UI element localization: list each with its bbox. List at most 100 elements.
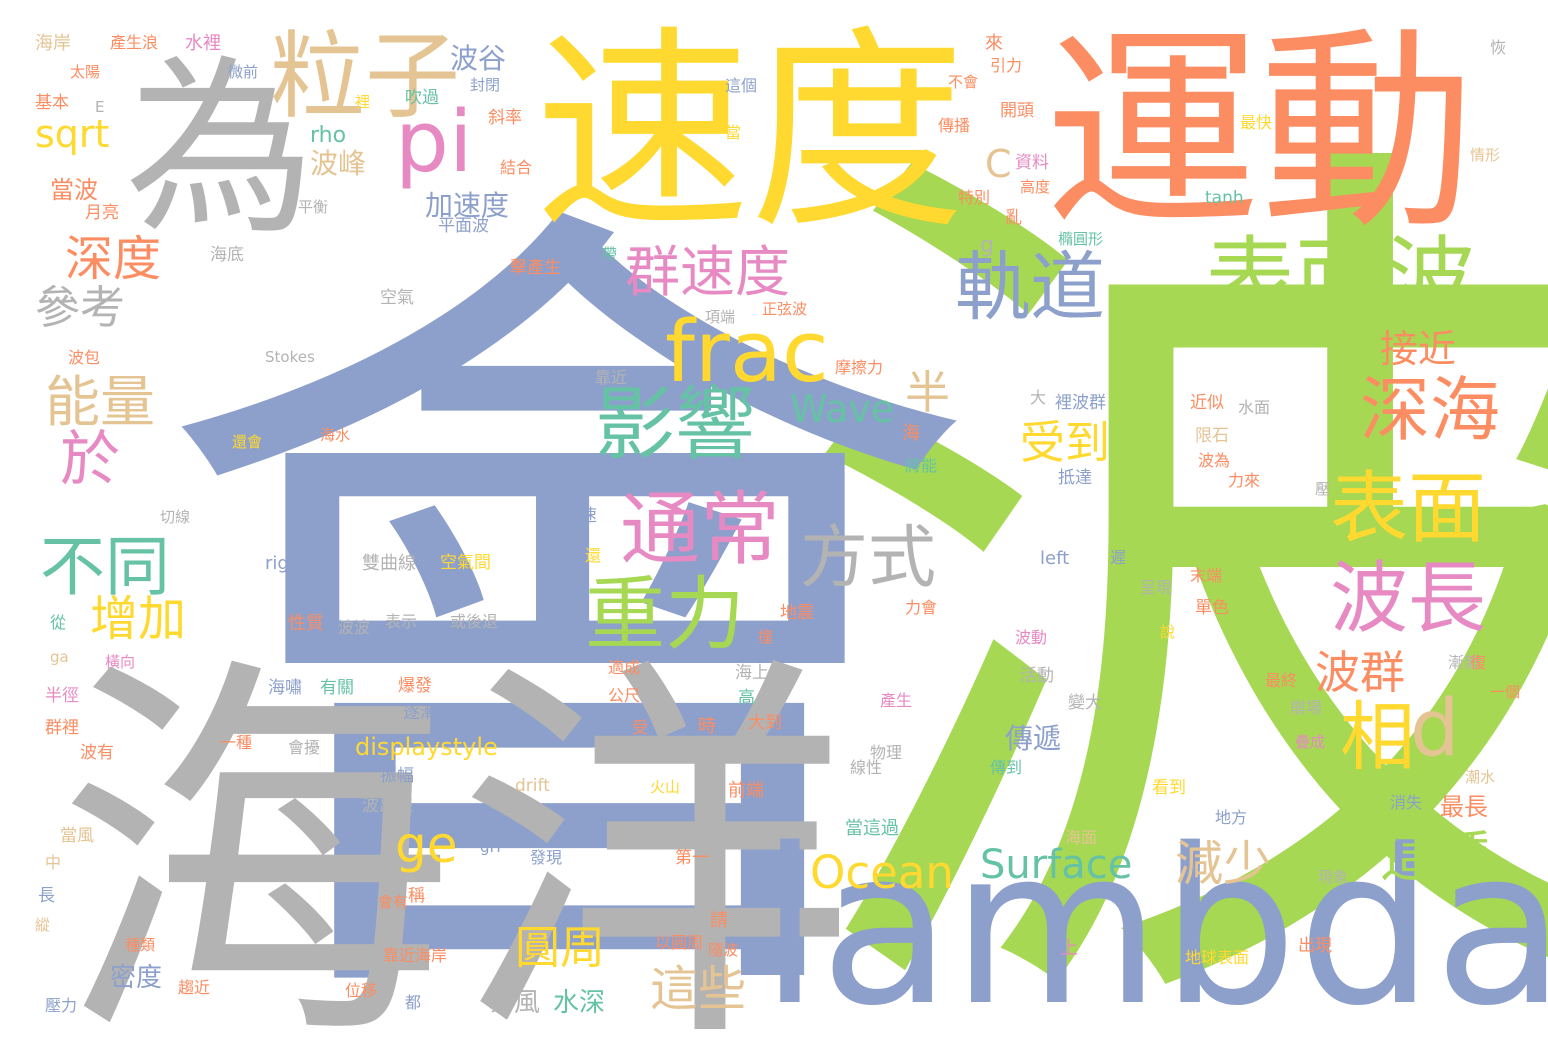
cloud-word-small-110: 火山 [650,778,681,796]
cloud-word-small-89: 海嘯 [268,678,302,698]
cloud-word-small-81: 爆發 [398,676,432,696]
cloud-word-small-100: 會擾 [288,738,321,757]
cloud-word-52: 最長 [1440,793,1488,821]
cloud-word-3: 速度 [535,7,965,258]
cloud-word-small-128: 以圓周 [655,933,704,952]
cloud-word-small-27: tanh [1205,188,1244,208]
cloud-word-small-22: 情形 [1470,146,1501,164]
cloud-word-33: 這種 [1380,825,1491,889]
cloud-word-small-92: 變大 [1068,693,1102,713]
cloud-word-small-8: 基本 [35,93,69,113]
cloud-word-29: 受到 [1020,416,1111,469]
cloud-word-small-120: 第一 [675,848,709,868]
cloud-word-small-136: 上 [1060,938,1078,959]
cloud-word-small-52: 抵達 [1058,468,1092,488]
cloud-word-small-42: 大 [1030,388,1047,407]
cloud-word-small-67: 末端 [1190,566,1223,585]
cloud-word-small-122: 會有 [378,893,409,911]
cloud-word-small-95: 大到 [748,713,782,733]
cloud-word-small-72: ga [50,648,69,666]
cloud-word-47: displaystyle [355,733,498,761]
cloud-word-small-60: 空氣間 [440,553,491,573]
cloud-word-small-85: 高 [738,688,755,708]
cloud-word-28: sqrt [35,112,110,156]
cloud-word-small-26: 平衡 [298,198,329,216]
cloud-word-small-123: 稱 [408,886,425,906]
cloud-word-small-9: E [95,98,105,116]
cloud-word-small-39: 摩擦力 [835,358,884,377]
cloud-word-small-124: 請 [710,910,728,931]
cloud-word-small-5: 太陽 [70,63,101,81]
cloud-word-small-14: 這個 [725,76,758,95]
cloud-word-42: 波峰 [310,147,367,180]
cloud-word-small-21: 資料 [1015,153,1049,173]
cloud-word-small-54: 波速 [563,506,597,526]
cloud-word-49: 暴風 [488,988,541,1018]
cloud-word-10: frac [665,303,829,402]
cloud-word-small-126: 縱 [35,916,51,934]
cloud-word-small-28: 平面波 [438,216,489,236]
cloud-word-small-138: 都 [405,993,422,1012]
cloud-word-small-116: gH [480,838,501,856]
cloud-word-37: 波群 [1315,646,1406,699]
cloud-word-small-96: 時 [698,716,716,737]
cloud-word-17: 波長 [1330,554,1487,644]
cloud-word-25: 增加 [90,591,187,647]
cloud-word-small-103: 傳到 [990,758,1023,777]
cloud-word-small-114: 中 [45,853,62,872]
cloud-word-small-84: 公尺 [608,686,641,705]
cloud-word-21: 相 [1340,693,1416,781]
cloud-word-small-127: 種類 [125,936,156,954]
cloud-word-small-47: 海 [902,423,920,444]
cloud-word-small-90: 逐漸 [403,703,437,723]
cloud-word-small-45: 海水 [320,426,351,444]
cloud-word-small-11: 封閉 [470,76,501,94]
cloud-word-6: 為 [125,39,316,260]
cloud-word-small-51: 波為 [1198,451,1231,470]
cloud-word-small-29: 亂 [1005,208,1022,228]
cloud-word-small-43: 裡波群 [1055,393,1106,413]
cloud-word-23: 於 [60,425,120,495]
cloud-word-small-53: 力來 [1228,471,1261,490]
cloud-word-small-25: 高度 [1020,178,1051,196]
cloud-word-small-130: 出現 [1298,936,1332,956]
cloud-word-35: 圓周 [515,921,606,974]
cloud-word-14: 群速度 [625,240,791,304]
cloud-word-small-70: 地震 [780,603,814,623]
cloud-word-39: 半 [905,366,951,419]
cloud-word-small-23: 月亮 [85,203,119,223]
cloud-word-34: 減少 [1175,836,1272,892]
cloud-word-50: 密度 [110,963,163,993]
cloud-word-small-4: 恢 [1490,38,1507,57]
cloud-word-30: ge [395,816,458,874]
cloud-word-small-117: 當這過 [845,818,899,839]
cloud-word-51: 傳遞 [1005,722,1062,755]
cloud-word-12: 通常 [620,483,780,576]
cloud-word-small-41: 近似 [1190,393,1224,413]
cloud-word-20: 不同 [40,530,171,605]
cloud-word-small-16: 開頭 [1000,101,1034,121]
cloud-word-16: 表面 [1330,464,1487,554]
cloud-word-small-68: 呈現 [1140,578,1173,597]
cloud-word-small-86: 漸雜 [1448,653,1481,672]
cloud-word-small-77: 適成 [608,658,641,677]
cloud-word-small-55: 還 [585,546,602,565]
cloud-word-32: Surface [980,842,1133,888]
cloud-word-small-98: 波有 [80,743,114,763]
cloud-word-small-64: 或後退 [450,612,499,631]
cloud-word-44: C [985,142,1012,186]
cloud-word-small-17: 斜率 [488,108,522,128]
cloud-word-small-105: 線性 [850,758,883,777]
cloud-word-small-19: 當 [725,123,742,142]
cloud-word-small-37: Stokes [265,348,315,366]
cloud-word-small-137: 地球表面 [1185,948,1250,967]
cloud-word-43: 加速度 [425,189,510,222]
cloud-word-small-32: 擊產生 [510,258,561,278]
cloud-word-small-63: 表示 [385,612,418,631]
cloud-word-45: rho [310,123,347,148]
cloud-word-small-69: 力會 [905,598,938,617]
cloud-word-small-108: 波出現 [362,796,413,816]
cloud-word-small-40: 靠近 [595,368,628,387]
cloud-word-40: Wave [790,387,895,431]
cloud-word-small-56: 壓 [1315,480,1331,498]
